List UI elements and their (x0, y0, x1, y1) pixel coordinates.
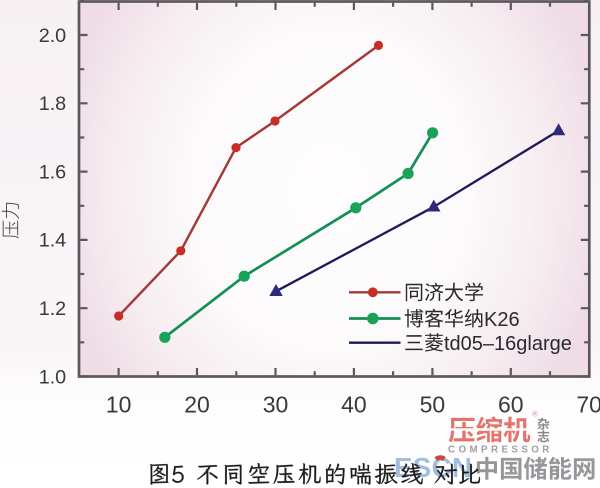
svg-text:COMPRESSOR: COMPRESSOR (448, 445, 553, 456)
svg-text:1.2: 1.2 (39, 298, 67, 320)
svg-text:K26: K26 (484, 309, 520, 331)
svg-text:70: 70 (576, 392, 600, 418)
svg-text:1.0: 1.0 (39, 366, 67, 388)
svg-text:20: 20 (184, 392, 210, 418)
svg-text:td05–16glarge: td05–16glarge (444, 333, 572, 355)
svg-text:1.8: 1.8 (39, 93, 67, 115)
svg-text:50: 50 (420, 392, 446, 418)
svg-text:ESCN: ESCN (394, 452, 472, 483)
svg-text:60: 60 (498, 392, 524, 418)
svg-text:2.0: 2.0 (39, 25, 67, 47)
svg-text:1.6: 1.6 (39, 161, 67, 183)
svg-text:30: 30 (263, 392, 289, 418)
svg-text:®: ® (532, 409, 539, 419)
svg-text:10: 10 (106, 392, 132, 418)
svg-text:40: 40 (341, 392, 367, 418)
svg-text:1.4: 1.4 (39, 230, 67, 252)
